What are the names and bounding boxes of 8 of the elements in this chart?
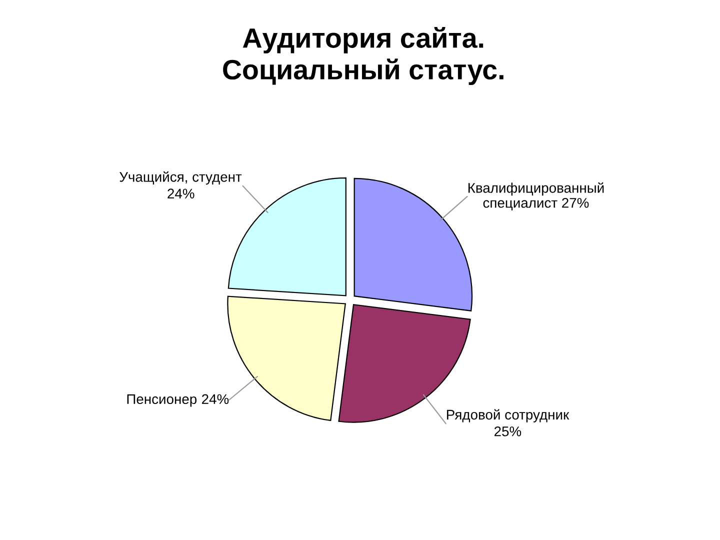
slice-label: Рядовой сотрудник xyxy=(446,409,570,422)
data-label: 24% xyxy=(202,394,229,404)
slice-label: Пенсионер xyxy=(127,394,197,407)
data-label: 25% xyxy=(494,426,522,436)
data-label: 24% xyxy=(168,188,194,198)
slice-label: Учащийся, студент xyxy=(120,171,242,185)
slice-label: Квалифицированный специалист 27% xyxy=(468,182,604,210)
chart-title: Аудитория сайта. Социальный статус. xyxy=(223,27,504,86)
